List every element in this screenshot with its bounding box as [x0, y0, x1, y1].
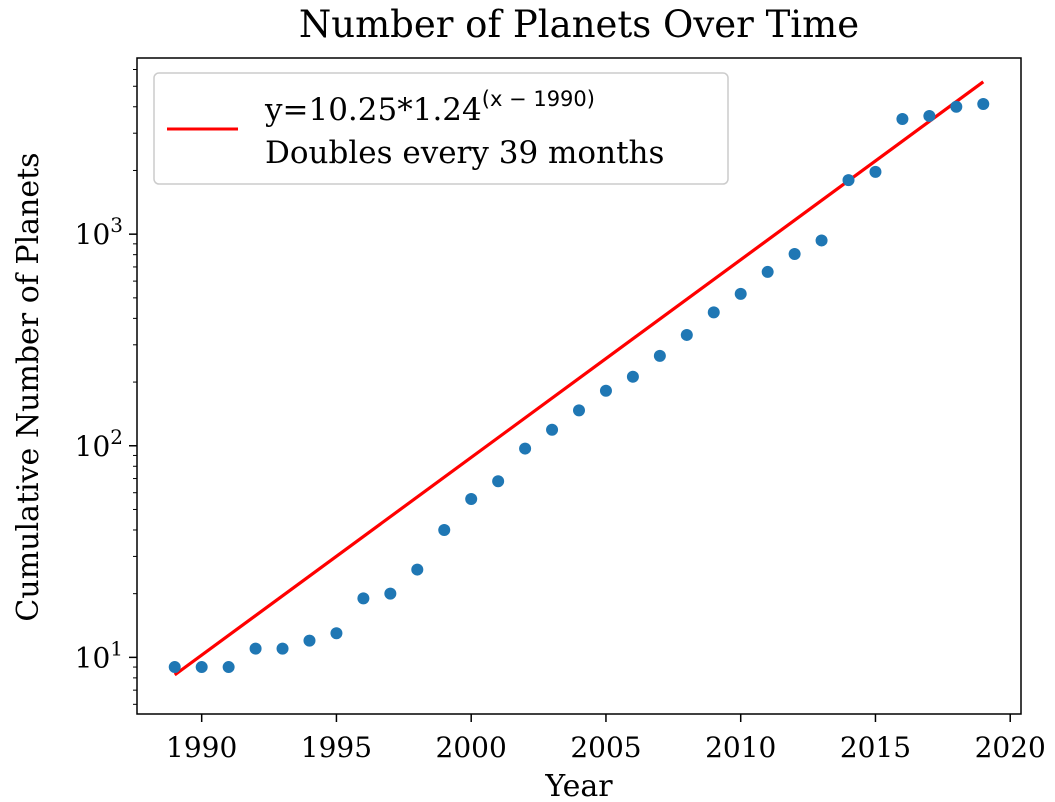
data-point	[842, 174, 855, 187]
data-point	[492, 475, 505, 488]
data-point	[249, 642, 262, 655]
ticks: 1990 1995 2000 2005 2010 2015 2020 101 102 103	[75, 69, 1046, 764]
data-point	[761, 265, 774, 278]
data-point	[869, 165, 882, 178]
y-axis-label: Cumulative Number of Planets	[11, 152, 46, 621]
legend: y=10.25*1.24(x − 1990) Doubles every 39 …	[153, 72, 729, 185]
legend-fit-equation: y=10.25*1.24	[264, 92, 482, 128]
data-point	[519, 442, 532, 455]
data-point	[357, 592, 370, 605]
data-point	[573, 404, 585, 417]
x-tick-label: 2005	[570, 731, 641, 764]
legend-box	[153, 72, 729, 185]
data-point	[923, 109, 936, 122]
y-tick-label: 102	[75, 425, 123, 463]
plot-frame	[136, 57, 1022, 715]
data-point	[222, 661, 235, 674]
data-point	[896, 113, 909, 126]
x-tick-label: 1995	[301, 731, 372, 764]
data-point	[977, 98, 990, 111]
x-tick-label: 2015	[840, 731, 911, 764]
data-point	[438, 523, 451, 536]
data-point	[384, 587, 397, 600]
data-point	[168, 661, 181, 674]
legend-fit-exponent: (x − 1990)	[482, 87, 595, 111]
data-point	[411, 563, 424, 576]
data-point	[465, 493, 478, 506]
data-point	[680, 328, 693, 341]
legend-fit-doubling: Doubles every 39 months	[265, 135, 664, 171]
x-tick-label: 2010	[705, 731, 776, 764]
data-point	[330, 627, 343, 640]
data-point	[653, 349, 666, 362]
y-tick-label: 101	[75, 636, 123, 674]
x-axis-label: Year	[544, 769, 613, 802]
data-point	[195, 661, 208, 674]
y-tick-label: 103	[75, 213, 123, 251]
data-point	[815, 234, 828, 247]
x-tick-label: 1990	[166, 731, 237, 764]
data-point	[950, 100, 963, 113]
data-point	[626, 370, 639, 383]
x-tick-label: 2000	[436, 731, 507, 764]
legend-fit-label: y=10.25*1.24(x − 1990)	[264, 87, 595, 128]
plot-content	[168, 80, 990, 677]
data-point	[303, 634, 316, 647]
data-point	[788, 247, 801, 260]
chart-title: Number of Planets Over Time	[299, 3, 859, 46]
data-point	[707, 306, 720, 319]
data-point	[276, 642, 289, 655]
x-tick-label: 2020	[975, 731, 1046, 764]
data-point	[734, 287, 747, 300]
data-point	[599, 384, 612, 397]
data-point	[546, 423, 559, 436]
